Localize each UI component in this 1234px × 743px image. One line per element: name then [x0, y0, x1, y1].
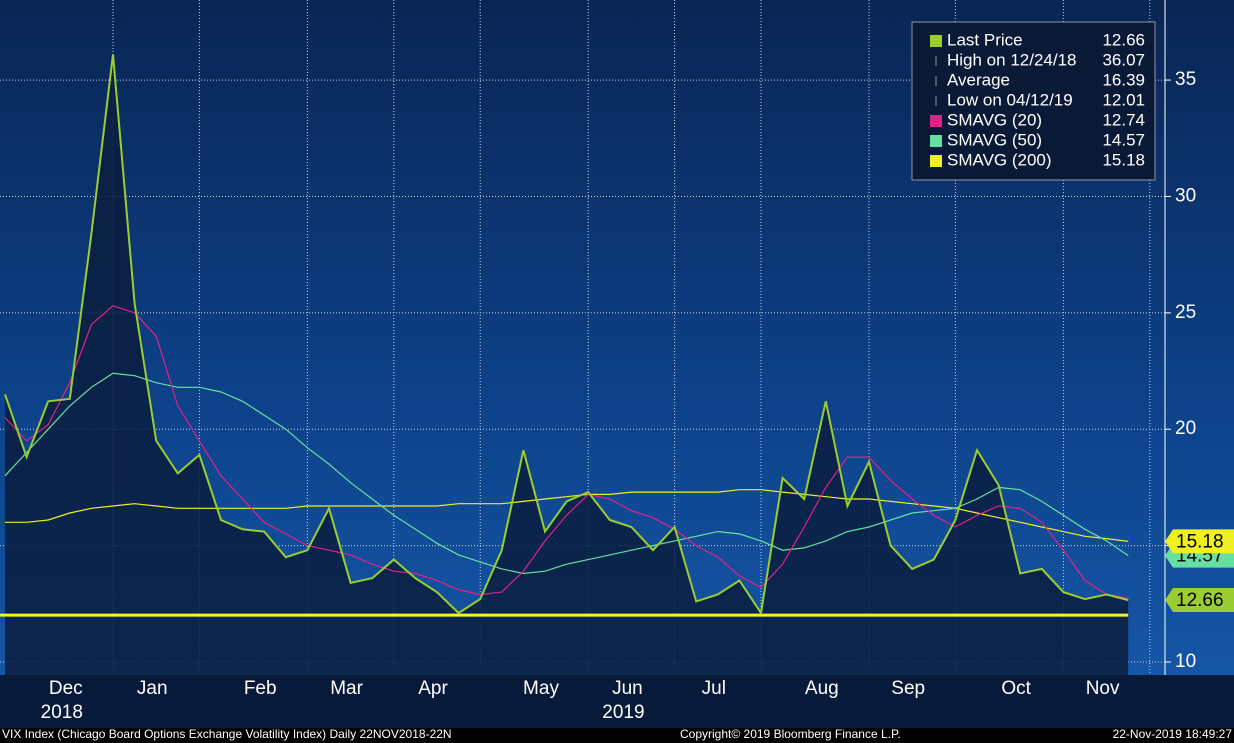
price-tag: 15.18 — [1165, 529, 1234, 554]
x-tick-label: Dec — [49, 678, 83, 699]
price-tag-shape — [1165, 588, 1234, 613]
x-tick-label: Apr — [418, 678, 448, 699]
footer-right: 22-Nov-2019 18:49:27 — [1113, 727, 1233, 741]
x-tick-label: Feb — [244, 678, 277, 699]
legend-label: Average — [947, 70, 1010, 89]
x-tick-label: Sep — [891, 678, 925, 699]
legend-label: Low on 04/12/19 — [947, 90, 1073, 109]
legend-swatch — [930, 115, 942, 127]
x-tick-label: Jan — [137, 678, 168, 699]
x-tick-label: Mar — [330, 678, 363, 699]
y-tick-label: 35 — [1175, 69, 1196, 90]
x-axis-background — [0, 675, 1234, 728]
footer-background — [0, 728, 1234, 743]
y-tick-label: 25 — [1175, 302, 1196, 323]
legend-value: 36.07 — [1102, 50, 1145, 69]
x-tick-label: May — [523, 678, 559, 699]
legend-value: 16.39 — [1102, 70, 1145, 89]
legend-label: SMAVG (200) — [947, 150, 1052, 169]
price-tag-shape — [1165, 529, 1234, 554]
price-tag-label: 15.18 — [1176, 531, 1224, 552]
area — [5, 54, 1129, 675]
line — [4, 372, 1129, 575]
footer-left: VIX Index (Chicago Board Options Exchang… — [2, 727, 452, 741]
x-tick-label: Jun — [612, 678, 643, 699]
x-tick-label: Nov — [1086, 678, 1120, 699]
price-tag: 12.66 — [1165, 588, 1234, 613]
legend-label: Last Price — [947, 30, 1023, 49]
line — [4, 54, 1129, 616]
line — [5, 489, 1129, 542]
legend-label: SMAVG (20) — [947, 110, 1042, 129]
y-tick-label: 20 — [1175, 418, 1196, 439]
legend: Last Price 12.66 High on 12/24/18 36.07 Aver… — [911, 21, 1156, 181]
line — [4, 305, 1129, 599]
legend-value: 12.74 — [1102, 110, 1145, 129]
legend-swatch — [930, 135, 942, 147]
x-tick-label: Jul — [702, 678, 726, 699]
legend-box — [911, 21, 1156, 181]
y-tick-label: 30 — [1175, 185, 1196, 206]
legend-value: 12.01 — [1102, 90, 1145, 109]
price-tag-label: 12.66 — [1176, 590, 1224, 611]
legend-swatch — [930, 35, 942, 47]
y-tick-label: 10 — [1175, 651, 1196, 672]
legend-swatch — [930, 155, 942, 167]
legend-label: High on 12/24/18 — [947, 50, 1077, 69]
legend-value: 12.66 — [1102, 30, 1145, 49]
footer-center: Copyright© 2019 Bloomberg Finance L.P. — [680, 727, 901, 741]
x-tick-label: Oct — [1001, 678, 1031, 699]
year-label: 2018 — [41, 702, 83, 723]
legend-label: SMAVG (50) — [947, 130, 1042, 149]
x-tick-label: Aug — [805, 678, 839, 699]
legend-value: 15.18 — [1102, 150, 1145, 169]
legend-value: 14.57 — [1102, 130, 1145, 149]
year-label: 2019 — [602, 702, 644, 723]
